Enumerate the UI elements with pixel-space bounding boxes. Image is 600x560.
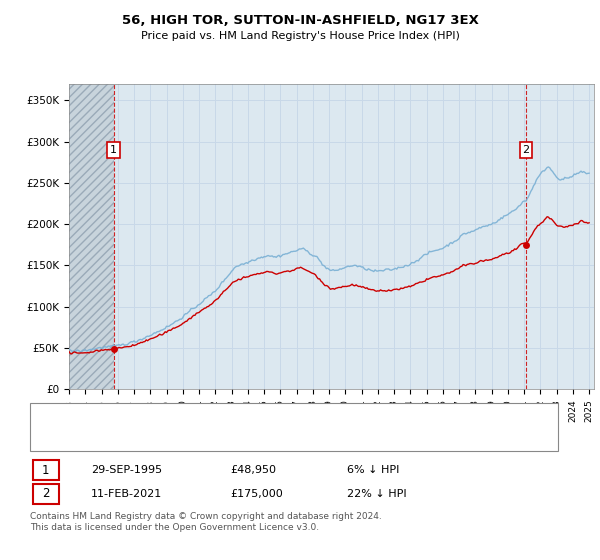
FancyBboxPatch shape: [30, 403, 558, 451]
Text: Price paid vs. HM Land Registry's House Price Index (HPI): Price paid vs. HM Land Registry's House …: [140, 31, 460, 41]
Text: £175,000: £175,000: [230, 489, 283, 499]
FancyBboxPatch shape: [32, 484, 59, 504]
Text: 1: 1: [42, 464, 50, 477]
Text: 22% ↓ HPI: 22% ↓ HPI: [347, 489, 406, 499]
Text: 6% ↓ HPI: 6% ↓ HPI: [347, 465, 399, 475]
Text: HPI: Average price, detached house, Ashfield: HPI: Average price, detached house, Ashf…: [70, 433, 304, 444]
Text: 29-SEP-1995: 29-SEP-1995: [91, 465, 162, 475]
Text: £48,950: £48,950: [230, 465, 277, 475]
Text: 11-FEB-2021: 11-FEB-2021: [91, 489, 162, 499]
Text: 56, HIGH TOR, SUTTON-IN-ASHFIELD, NG17 3EX (detached house): 56, HIGH TOR, SUTTON-IN-ASHFIELD, NG17 3…: [70, 410, 413, 421]
Text: Contains HM Land Registry data © Crown copyright and database right 2024.
This d: Contains HM Land Registry data © Crown c…: [30, 512, 382, 532]
FancyBboxPatch shape: [32, 460, 59, 480]
Text: 2: 2: [523, 145, 530, 155]
Text: 2: 2: [42, 488, 50, 501]
Text: 1: 1: [110, 145, 117, 155]
Text: 56, HIGH TOR, SUTTON-IN-ASHFIELD, NG17 3EX: 56, HIGH TOR, SUTTON-IN-ASHFIELD, NG17 3…: [122, 14, 478, 27]
